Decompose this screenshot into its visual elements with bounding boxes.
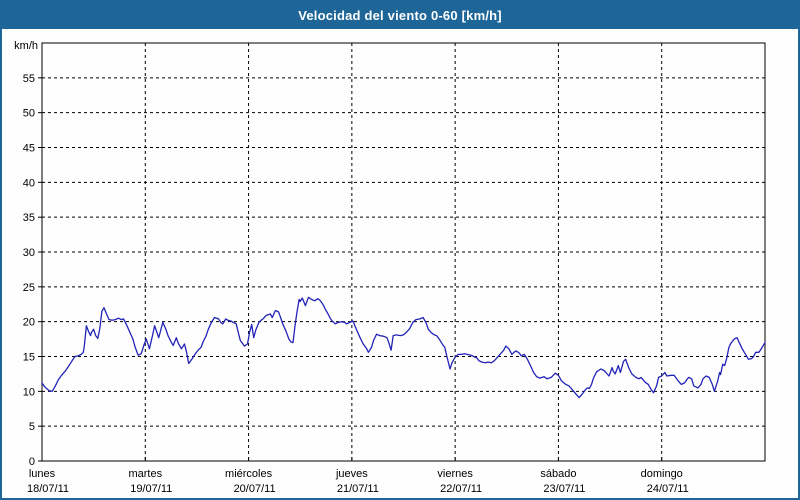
y-tick-label: 40 <box>23 177 35 189</box>
y-tick-label: 15 <box>23 352 35 364</box>
x-tick-day-label: miércoles <box>225 468 273 480</box>
x-tick-date-label: 19/07/11 <box>130 483 172 495</box>
y-tick-label: 55 <box>23 73 35 85</box>
y-axis-unit-label: km/h <box>14 40 38 52</box>
x-tick-day-label: viernes <box>437 468 473 480</box>
x-tick-date-label: 23/07/11 <box>543 483 585 495</box>
y-tick-label: 20 <box>23 317 35 329</box>
y-tick-label: 0 <box>29 456 35 468</box>
x-tick-day-label: martes <box>128 468 162 480</box>
chart-titlebar: Velocidad del viento 0-60 [km/h] <box>2 2 798 29</box>
x-tick-day-label: lunes <box>29 468 56 480</box>
y-tick-label: 25 <box>23 282 35 294</box>
wind-speed-chart: 0 5 10 15 20 25 30 35 40 45 50 55 lunes 18/07/11 marte… <box>14 40 766 495</box>
y-tick-label: 45 <box>23 143 35 155</box>
x-tick-day-label: sábado <box>540 468 576 480</box>
x-tick-date-label: 20/07/11 <box>234 483 276 495</box>
x-tick-date-label: 18/07/11 <box>27 483 69 495</box>
y-tick-label: 10 <box>23 386 35 398</box>
y-tick-label: 50 <box>23 108 35 120</box>
x-tick-date-label: 21/07/11 <box>337 483 379 495</box>
y-tick-label: 30 <box>23 247 35 259</box>
x-tick-date-label: 22/07/11 <box>440 483 482 495</box>
x-tick-date-label: 24/07/11 <box>647 483 689 495</box>
x-tick-day-label: domingo <box>641 468 683 480</box>
chart-title: Velocidad del viento 0-60 [km/h] <box>298 8 502 23</box>
y-tick-label: 35 <box>23 212 35 224</box>
wind-speed-line <box>41 296 766 399</box>
y-tick-label: 5 <box>29 421 35 433</box>
plot-border <box>41 42 766 462</box>
x-tick-day-label: jueves <box>335 468 368 480</box>
chart-area: 0 5 10 15 20 25 30 35 40 45 50 55 lunes 18/07/11 marte… <box>2 29 798 498</box>
